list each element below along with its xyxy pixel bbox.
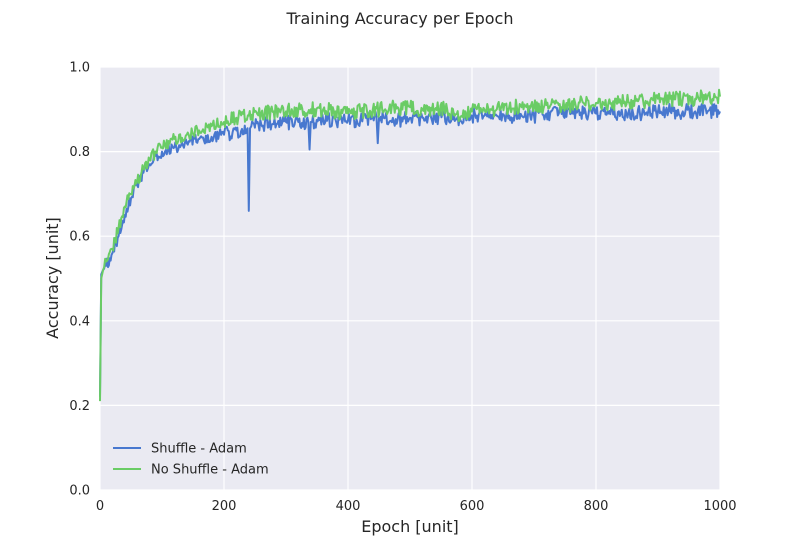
x-tick-label: 0 (96, 499, 104, 514)
series-line-2 (99, 88, 721, 402)
legend-label-1: Shuffle - Adam (151, 442, 247, 457)
legend-label-2: No Shuffle - Adam (151, 463, 269, 478)
series-lines (99, 88, 721, 402)
chart-title: Training Accuracy per Epoch (285, 9, 513, 28)
x-tick-label: 800 (584, 499, 609, 514)
y-axis-label: Accuracy [unit] (43, 217, 62, 339)
y-tick-label: 0.2 (69, 399, 90, 414)
y-tick-label: 0.0 (69, 484, 90, 499)
y-tick-label: 0.8 (69, 145, 90, 160)
series-line-1 (99, 102, 721, 397)
x-tick-label: 400 (336, 499, 361, 514)
y-tick-label: 1.0 (69, 61, 90, 76)
x-axis-label: Epoch [unit] (361, 517, 459, 536)
legend: Shuffle - Adam No Shuffle - Adam (113, 442, 269, 478)
x-tick-label: 1000 (703, 499, 736, 514)
y-tick-label: 0.6 (69, 230, 90, 245)
x-tick-label: 200 (212, 499, 237, 514)
x-tick-label: 600 (460, 499, 485, 514)
y-tick-label: 0.4 (69, 314, 90, 329)
x-ticks: 0 200 400 600 800 1000 (96, 499, 737, 514)
y-ticks: 0.0 0.2 0.4 0.6 0.8 1.0 (69, 61, 90, 499)
grid (99, 66, 721, 491)
